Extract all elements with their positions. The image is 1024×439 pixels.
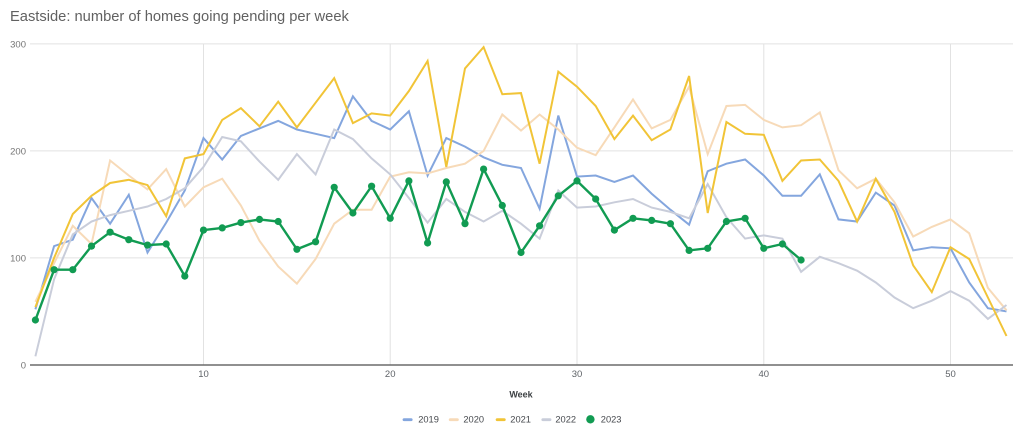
svg-text:100: 100 (10, 253, 26, 264)
svg-text:Eastside: number of homes goin: Eastside: number of homes going pending … (10, 9, 349, 25)
svg-text:2019: 2019 (418, 415, 439, 425)
svg-text:50: 50 (945, 369, 956, 380)
svg-text:40: 40 (759, 369, 770, 380)
svg-text:Week: Week (509, 390, 533, 400)
svg-text:300: 300 (10, 39, 26, 50)
svg-text:2022: 2022 (555, 415, 576, 425)
svg-text:30: 30 (572, 369, 583, 380)
svg-text:2020: 2020 (463, 415, 484, 425)
svg-text:2021: 2021 (510, 415, 531, 425)
svg-text:200: 200 (10, 146, 26, 157)
svg-text:10: 10 (198, 369, 209, 380)
svg-text:20: 20 (385, 369, 396, 380)
svg-text:0: 0 (21, 360, 26, 371)
svg-text:2023: 2023 (601, 415, 622, 425)
